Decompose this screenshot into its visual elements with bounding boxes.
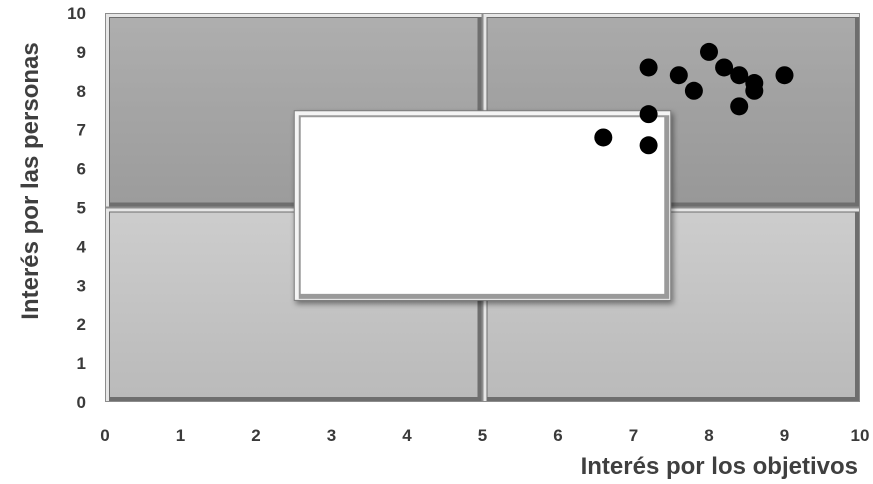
data-point-13	[639, 136, 658, 155]
center-box	[293, 110, 672, 301]
x-tick-label: 9	[780, 426, 789, 445]
x-axis-title: Interés por los objetivos	[581, 453, 858, 480]
data-point-9	[745, 81, 764, 100]
data-point-4	[715, 58, 734, 77]
y-tick-label: 2	[77, 315, 86, 334]
y-tick-label: 1	[77, 354, 86, 373]
y-tick-label: 3	[77, 276, 86, 295]
y-tick-label: 7	[77, 121, 86, 140]
x-tick-label: 6	[553, 426, 562, 445]
x-tick-label: 5	[478, 426, 487, 445]
data-point-10	[730, 97, 749, 116]
y-tick-label: 6	[77, 160, 86, 179]
data-point-3	[669, 66, 688, 85]
x-tick-label: 7	[629, 426, 638, 445]
y-tick-label: 5	[77, 199, 86, 218]
x-tick-label: 4	[402, 426, 412, 445]
x-axis-ticks: 0 1 2 3 4 5 6 7 8 9 10	[100, 426, 869, 445]
x-tick-label: 1	[176, 426, 185, 445]
data-point-1	[700, 42, 718, 61]
y-tick-label: 8	[77, 82, 86, 101]
y-axis-title: Interés por las personas	[17, 42, 44, 319]
data-points	[594, 42, 794, 155]
y-tick-label: 0	[77, 393, 86, 412]
x-tick-label: 3	[327, 426, 336, 445]
data-point-11	[639, 105, 658, 124]
quadrant-bottom-right	[482, 207, 860, 402]
data-point-2	[639, 58, 658, 77]
center-box-layer	[293, 110, 672, 301]
y-axis-ticks: 0 1 2 3 4 5 6 7 8 9 10	[67, 4, 86, 412]
y-tick-label: 4	[77, 237, 87, 256]
data-point-8	[684, 81, 703, 100]
data-point-5	[730, 66, 749, 85]
data-point-7	[775, 66, 794, 85]
x-tick-label: 0	[100, 426, 109, 445]
x-tick-label: 8	[704, 426, 713, 445]
data-point-12	[594, 128, 613, 147]
y-tick-label: 9	[77, 43, 86, 62]
y-tick-label: 10	[67, 4, 86, 23]
x-tick-label: 10	[851, 426, 870, 445]
x-tick-label: 2	[251, 426, 260, 445]
